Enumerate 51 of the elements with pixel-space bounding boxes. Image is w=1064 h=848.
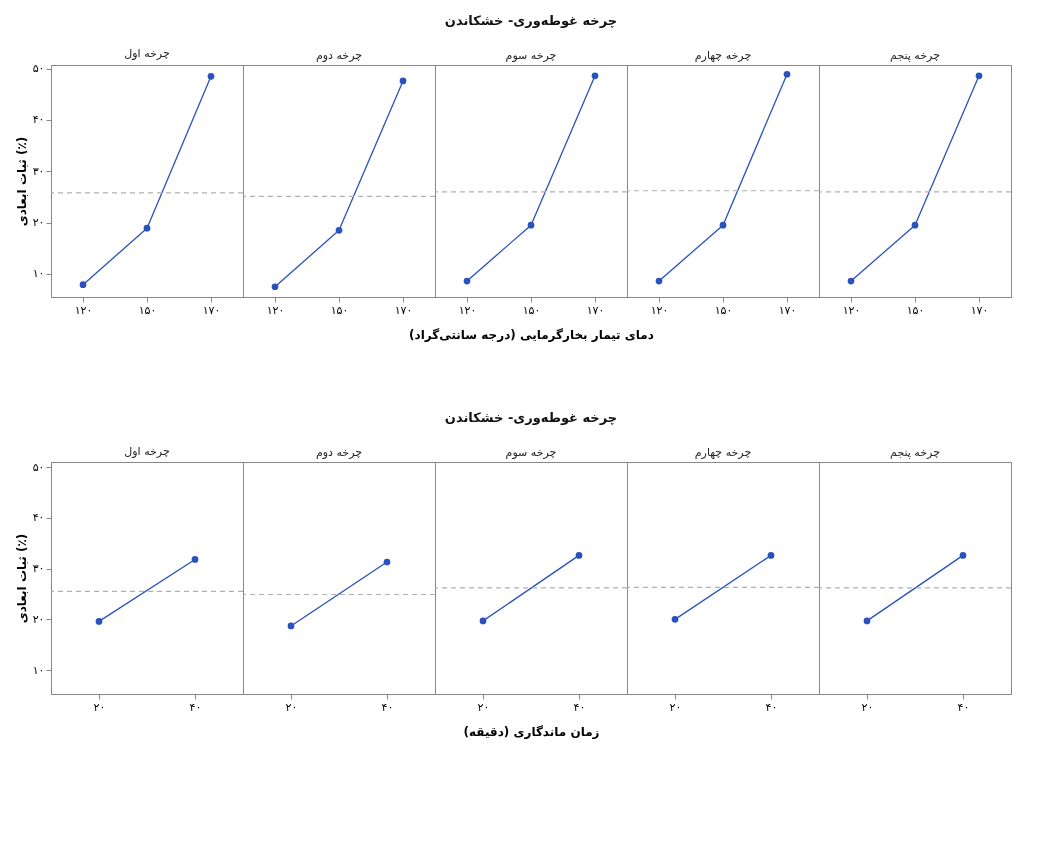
chart-title: چرخه سوم (505, 446, 557, 459)
x-tick-label: ۲۰ (477, 700, 490, 714)
y-tick-label: ۴۰ (32, 113, 45, 127)
x-tick-label: ۱۵۰ (522, 303, 541, 317)
y-tick-label: ۳۰ (32, 562, 45, 576)
chart-title: چرخه پنجم (890, 446, 940, 459)
x-tick-label: ۱۷۰ (970, 303, 989, 317)
chart-title: چرخه سوم (505, 49, 557, 62)
x-tick-label: ۱۷۰ (394, 303, 413, 317)
y-tick-label: ۵۰ (32, 62, 45, 76)
y-tick-label: ۳۰ (32, 164, 45, 178)
x-axis-title: زمان ماندگاری (دقیقه) (463, 724, 600, 739)
x-tick-label: ۱۲۰ (650, 303, 669, 317)
chart-title: چرخه چهارم (694, 446, 752, 459)
y-axis-title: ثبات ابعادی (٪) (14, 533, 29, 624)
x-tick-label: ۴۰ (573, 700, 586, 714)
x-tick-label: ۱۷۰ (586, 303, 605, 317)
chart-title: چرخه دوم (315, 446, 363, 459)
x-tick-label: ۲۰ (861, 700, 874, 714)
x-tick-label: ۴۰ (189, 700, 202, 714)
x-tick-label: ۲۰ (285, 700, 298, 714)
y-tick-label: ۲۰ (32, 216, 45, 230)
y-axis-title: ثبات ابعادی (٪) (14, 136, 29, 227)
x-tick-label: ۱۵۰ (906, 303, 925, 317)
y-tick-label: ۴۰ (32, 511, 45, 525)
y-tick-label: ۱۰ (32, 267, 45, 281)
x-tick-label: ۴۰ (381, 700, 394, 714)
y-tick-label: ۲۰ (32, 612, 45, 626)
chart-title: چرخه اول (124, 46, 170, 60)
y-tick-label: ۱۰ (32, 663, 45, 677)
x-axis-title: دمای تیمار بخارگرمایی (درجه سانتی‌گراد) (409, 327, 654, 342)
x-tick-label: ۲۰ (93, 700, 106, 714)
chart-title: چرخه چهارم (694, 49, 752, 62)
x-tick-label: ۱۲۰ (458, 303, 477, 317)
x-tick-label: ۱۲۰ (842, 303, 861, 317)
chart-title: چرخه دوم (315, 49, 363, 62)
chart-subtitle: چرخه غوطه‌وری- خشکاندن (444, 13, 618, 28)
x-tick-label: ۱۵۰ (714, 303, 733, 317)
x-tick-label: ۱۵۰ (138, 303, 157, 317)
x-tick-label: ۲۰ (669, 700, 682, 714)
y-tick-label: ۵۰ (32, 460, 45, 474)
x-tick-label: ۴۰ (957, 700, 970, 714)
chart-title: چرخه پنجم (890, 49, 940, 62)
x-tick-label: ۱۲۰ (74, 303, 93, 317)
x-tick-label: ۱۷۰ (202, 303, 221, 317)
chart-title: چرخه اول (124, 445, 170, 459)
x-tick-label: ۱۲۰ (266, 303, 285, 317)
x-tick-label: ۱۵۰ (330, 303, 349, 317)
x-tick-label: ۴۰ (765, 700, 778, 714)
x-tick-label: ۱۷۰ (778, 303, 797, 317)
chart-subtitle: چرخه غوطه‌وری- خشکاندن (444, 410, 618, 425)
